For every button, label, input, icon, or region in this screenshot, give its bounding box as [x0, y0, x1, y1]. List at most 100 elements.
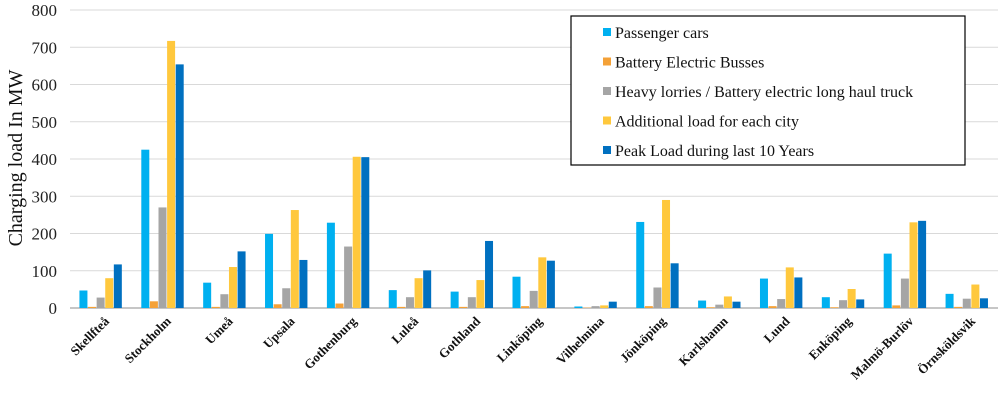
y-tick-label: 700: [32, 38, 58, 57]
bar: [79, 290, 88, 308]
bar: [723, 296, 732, 308]
x-tick-label: Luleå: [388, 313, 421, 346]
bar: [273, 304, 282, 308]
bar: [290, 210, 299, 308]
bar: [670, 263, 679, 308]
bar: [476, 280, 485, 308]
bar: [485, 240, 494, 308]
x-tick-label: Lund: [761, 313, 794, 346]
bar: [423, 270, 432, 308]
legend-label: Additional load for each city: [615, 114, 799, 131]
bar: [600, 305, 609, 308]
bar: [945, 293, 954, 308]
x-tick-label: Vilhelmina: [553, 313, 607, 367]
bar: [149, 301, 158, 308]
bar: [113, 264, 122, 308]
bar: [768, 306, 777, 308]
bar: [918, 220, 927, 308]
legend-box: [570, 15, 966, 166]
y-tick-label: 600: [32, 76, 58, 95]
bar: [158, 207, 167, 308]
y-tick-label: 500: [32, 113, 58, 132]
bar: [237, 251, 246, 308]
bar: [405, 297, 414, 308]
bar: [839, 300, 848, 308]
bar: [830, 307, 839, 308]
bar: [521, 306, 530, 308]
bar: [105, 278, 114, 308]
bar: [326, 222, 335, 308]
bar: [282, 288, 291, 308]
legend-label: Peak Load during last 10 Years: [615, 143, 814, 160]
x-tick-label: Gothland: [435, 313, 483, 361]
bar: [141, 149, 150, 308]
bar: [794, 277, 803, 308]
x-tick-label: Skellfteå: [67, 313, 112, 358]
bar: [574, 306, 583, 308]
bar: [459, 306, 468, 308]
bar: [777, 299, 786, 308]
y-axis-label: Charging load In MW: [5, 69, 27, 246]
bar: [335, 303, 344, 308]
bar: [203, 282, 212, 308]
x-tick-label: Umeå: [202, 313, 236, 347]
bar: [892, 305, 901, 308]
bar: [909, 222, 918, 308]
bar: [653, 287, 662, 308]
legend-swatch: [603, 146, 611, 154]
bar: [847, 289, 856, 308]
bar: [732, 301, 741, 308]
bar: [979, 298, 988, 308]
bar: [636, 221, 645, 308]
y-tick-label: 0: [49, 299, 58, 318]
bars: [79, 40, 988, 309]
bar: [662, 199, 671, 308]
bar: [211, 306, 220, 308]
bar: [529, 290, 538, 308]
bar: [175, 64, 184, 308]
bar: [299, 259, 308, 308]
x-tick-label: Stockholm: [121, 313, 174, 366]
bar: [397, 306, 406, 308]
legend-swatch: [603, 57, 611, 66]
y-tick-label: 400: [32, 150, 58, 169]
legend-swatch: [603, 28, 611, 36]
bar: [715, 304, 724, 308]
bar: [361, 157, 370, 308]
bar: [644, 306, 653, 308]
bar: [591, 306, 600, 308]
bar: [900, 278, 909, 308]
y-tick-label: 300: [32, 187, 58, 206]
bar: [698, 300, 707, 308]
bar: [883, 253, 892, 308]
bar: [344, 246, 353, 308]
legend-swatch: [603, 87, 611, 95]
x-axis-ticks: Skellfteå Stockholm Umeå Upsala Gothenburg Lu…: [67, 313, 978, 382]
bar: [265, 233, 274, 308]
bar: [608, 301, 617, 308]
bar: [88, 306, 97, 308]
bar: [971, 284, 980, 308]
bar: [954, 306, 963, 308]
y-tick-label: 200: [32, 225, 58, 244]
bar: [538, 257, 547, 308]
bar: [167, 40, 176, 309]
x-tick-label: Karlshamn: [676, 313, 732, 369]
x-tick-label: Enköping: [806, 313, 855, 362]
bar: [414, 278, 423, 308]
gridlines: [70, 9, 998, 309]
legend-label: Battery Electric Busses: [615, 55, 764, 72]
bar: [388, 290, 397, 308]
bar: [352, 156, 361, 308]
x-tick-label: Gothenburg: [301, 313, 360, 372]
x-tick-label: Upsala: [260, 313, 298, 351]
bar: [856, 299, 865, 308]
x-tick-label: Linköping: [494, 313, 546, 365]
legend-label: Passenger cars: [615, 25, 709, 42]
bar: [467, 297, 476, 308]
y-axis-ticks: 0 100 200 300 400 500 600 700 800: [32, 1, 58, 318]
bar: [785, 267, 794, 308]
bar: [228, 267, 237, 308]
